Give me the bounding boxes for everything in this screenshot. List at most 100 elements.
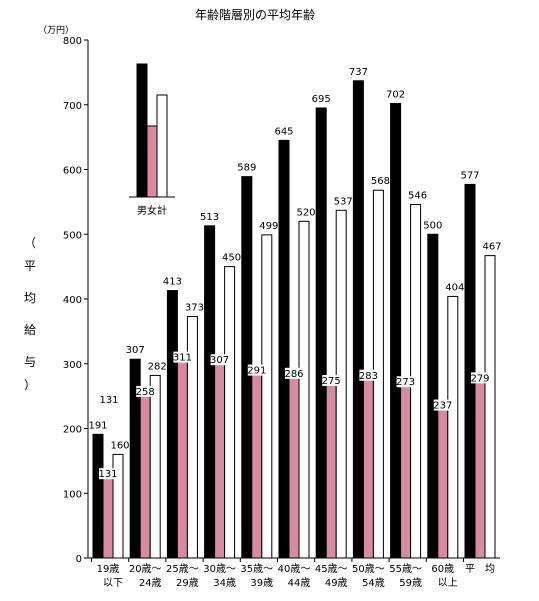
value-label-女-8: 273: [396, 377, 415, 388]
bar-男-10: [464, 183, 476, 559]
legend-label: 男女計: [137, 204, 167, 217]
value-label-男-4: 589: [237, 163, 256, 174]
value-label-女-3: 307: [210, 355, 229, 366]
value-label-女-6: 275: [322, 376, 341, 387]
bar-計-9: [447, 295, 459, 559]
ylabel-char-5: ）: [24, 378, 36, 392]
extra-annotation: 131: [99, 395, 118, 406]
y-tick-label: 100: [63, 489, 82, 500]
x-tick-label: 45歳～: [315, 563, 348, 575]
y-tick-label: 800: [63, 36, 82, 47]
bar-男-6: [315, 107, 327, 559]
x-tick-label: 20歳～: [129, 563, 162, 575]
y-tick-label: 700: [63, 101, 82, 112]
value-label-bg: [471, 372, 489, 384]
value-label-計-3: 450: [222, 253, 241, 264]
x-tick-label: 25歳～: [166, 563, 199, 575]
legend-swatch-女: [146, 125, 158, 198]
value-label-計-1: 282: [148, 361, 167, 372]
ylabel-char-3: 給: [24, 323, 36, 337]
bar-計-1: [149, 374, 161, 559]
bar-計-4: [261, 234, 273, 559]
bar-男-5: [278, 139, 290, 559]
y-axis-label: （ 平 均 給 与 ）: [24, 236, 36, 392]
bar-男-3: [204, 225, 216, 559]
bar-女-4: [251, 369, 263, 559]
bar-女-0: [102, 472, 114, 559]
y-tick-label: 500: [63, 230, 82, 241]
value-label-女-9: 237: [433, 401, 452, 412]
value-label-bg: [433, 399, 452, 411]
bar-計-0: [112, 453, 124, 559]
value-label-男-0: 191: [88, 420, 107, 431]
bar-計-10: [484, 255, 496, 559]
bar-男-0: [92, 433, 104, 559]
bar-計-2: [186, 315, 198, 559]
bar-男-8: [390, 102, 402, 559]
x-tick-label: 19歳: [97, 563, 120, 575]
ylabel-char-0: （: [24, 236, 36, 250]
bar-女-7: [362, 374, 374, 559]
x-tick-label-line2: 39歳: [250, 577, 273, 589]
y-tick-label: 600: [63, 166, 82, 177]
value-label-男-5: 645: [274, 126, 293, 137]
bar-女-3: [214, 358, 226, 559]
value-label-計-9: 404: [445, 282, 464, 293]
value-label-男-6: 695: [312, 94, 331, 105]
value-label-男-3: 513: [200, 212, 219, 223]
value-label-bg: [99, 468, 117, 480]
bar-女-8: [400, 380, 412, 559]
bar-女-9: [437, 404, 449, 559]
value-label-女-0: 131: [98, 469, 117, 480]
bar-女-10: [474, 376, 486, 559]
value-label-bg: [285, 367, 303, 379]
x-tick-label: 55歳～: [389, 563, 422, 575]
y-tick-label: 400: [63, 295, 82, 306]
value-label-計-4: 499: [259, 221, 278, 232]
value-label-男-1: 307: [126, 345, 145, 356]
x-tick-label: 50歳～: [352, 563, 385, 575]
x-tick-label-line2: 49歳: [325, 577, 348, 589]
ylabel-char-4: 与: [24, 355, 36, 369]
value-label-bg: [247, 364, 266, 376]
x-tick-label-line2: 54歳: [362, 577, 385, 589]
x-tick-label: 35歳～: [240, 563, 273, 575]
ylabel-char-2: 均: [24, 291, 36, 305]
x-tick-label-line2: 以下: [103, 578, 123, 589]
x-tick-label: 40歳～: [278, 563, 311, 575]
x-tick-label: 30歳～: [203, 563, 236, 575]
legend-swatch-男: [136, 63, 148, 198]
value-label-bg: [136, 385, 155, 397]
value-label-計-6: 537: [334, 196, 353, 207]
value-label-女-7: 283: [359, 371, 378, 382]
value-label-男-10: 577: [460, 170, 479, 181]
value-label-女-4: 291: [247, 366, 266, 377]
bar-男-9: [427, 233, 439, 559]
x-tick-label: 平 均: [465, 563, 495, 575]
y-tick-label: 200: [63, 425, 82, 436]
unit-label: （万円）: [38, 25, 74, 36]
chart-title: 年齢階層別の平均年齢: [195, 7, 315, 22]
bar-計-3: [224, 266, 236, 559]
ylabel-char-1: 平: [24, 259, 36, 273]
x-tick-label-line2: 24歳: [139, 577, 162, 589]
y-tick-label: 300: [63, 360, 82, 371]
value-label-計-8: 546: [408, 190, 427, 201]
bar-計-5: [298, 220, 310, 559]
bar-女-6: [325, 379, 337, 559]
value-label-計-7: 568: [371, 176, 390, 187]
bars-group: [92, 80, 496, 559]
value-label-男-2: 413: [163, 277, 182, 288]
value-label-計-5: 520: [296, 207, 315, 218]
value-label-bg: [396, 376, 415, 388]
value-label-女-2: 311: [173, 353, 192, 364]
value-label-bg: [359, 369, 378, 381]
value-label-男-8: 702: [386, 89, 405, 100]
value-label-計-10: 467: [482, 242, 501, 253]
value-label-男-9: 500: [423, 220, 442, 231]
x-tick-label-line2: 29歳: [176, 577, 199, 589]
x-tick-label: 60歳: [431, 563, 454, 575]
x-tick-label-line2: 34歳: [213, 577, 236, 589]
value-labels-group: 191 131 160 307 258 282 413 311 373 513 307 450 589 2…: [88, 67, 501, 480]
